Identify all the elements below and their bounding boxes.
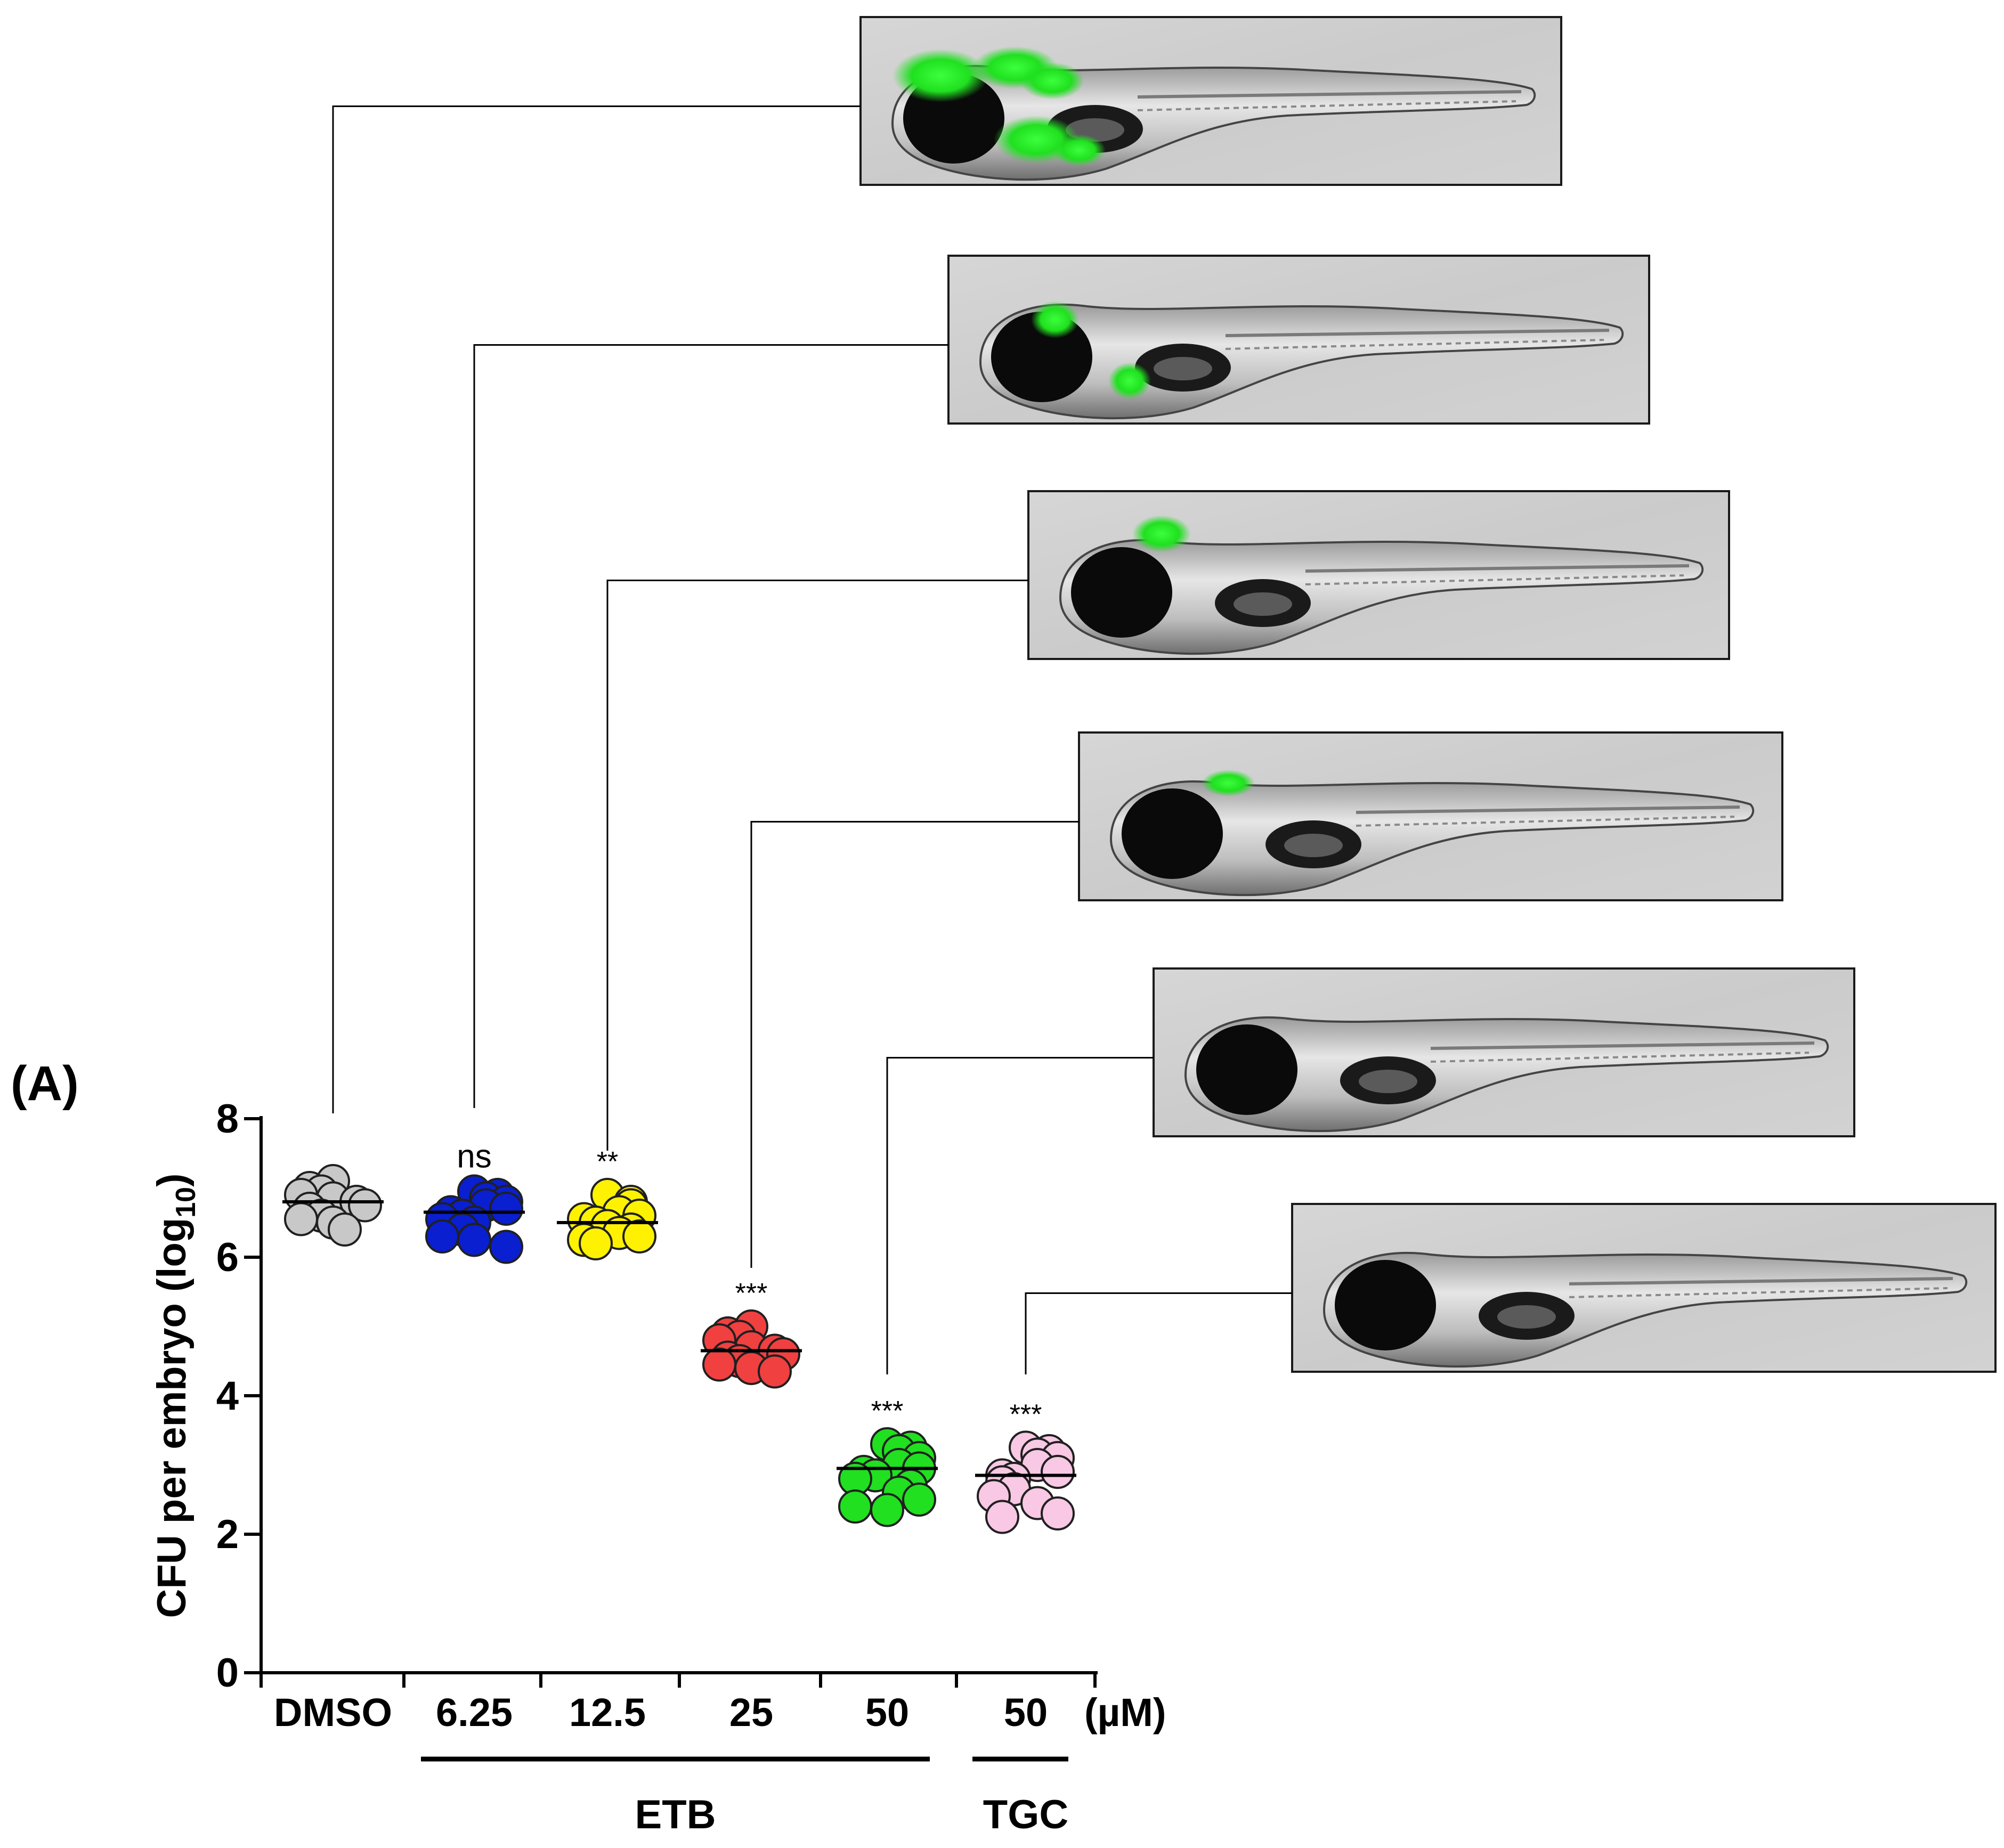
significance-label: ns <box>457 1138 491 1175</box>
zebrafish-embryo-etb-12.5 <box>1027 490 1730 660</box>
data-point <box>985 1500 1019 1534</box>
data-point <box>622 1219 656 1253</box>
zebrafish-embryo-etb-6.25 <box>947 255 1650 425</box>
group-bars: ETB TGC <box>421 1756 1068 1837</box>
data-point <box>284 1202 318 1236</box>
data-point <box>1041 1496 1075 1530</box>
fluorescence-spot <box>1132 515 1191 552</box>
data-point <box>870 1493 904 1527</box>
y-axis-label-sub: 10 <box>171 1187 201 1218</box>
y-tick-label: 0 <box>216 1650 239 1696</box>
data-point <box>457 1223 491 1257</box>
significance-label: *** <box>871 1396 904 1427</box>
embryo-images <box>859 16 1997 1373</box>
group-label: ETB <box>635 1792 716 1837</box>
data-point <box>902 1483 936 1517</box>
category-label: 12.5 <box>569 1690 646 1735</box>
data-point <box>1041 1455 1075 1489</box>
zebrafish-embryo-tgc-50 <box>1291 1203 1997 1373</box>
connector-line <box>886 1057 1154 1374</box>
fluorescence-spot <box>1052 134 1106 166</box>
fluorescence-spot <box>1202 770 1255 796</box>
y-tick-label: 2 <box>216 1512 239 1557</box>
significance-label: *** <box>1010 1399 1042 1430</box>
category-label: 25 <box>729 1690 773 1735</box>
group-label: TGC <box>983 1792 1068 1837</box>
significance-label: *** <box>735 1278 768 1309</box>
y-tick-label: 8 <box>216 1096 239 1142</box>
chart-axes: 0 2 4 6 8 <box>216 1096 1098 1696</box>
connector-line <box>473 344 948 1108</box>
data-points <box>284 1164 1075 1534</box>
data-point <box>328 1212 362 1247</box>
connector-line <box>1025 1292 1292 1374</box>
x-ticks <box>259 1673 1097 1688</box>
y-axis-label-end: ) <box>149 1174 194 1187</box>
data-point <box>579 1226 613 1260</box>
fluorescence-spot <box>1108 362 1151 400</box>
y-axis-label-main: CFU per embryo (log <box>149 1218 194 1618</box>
y-tick-label: 4 <box>216 1373 239 1419</box>
data-point <box>425 1219 459 1253</box>
zebrafish-embryo-etb-50 <box>1153 967 1855 1137</box>
data-point <box>838 1489 872 1524</box>
connector-lines <box>332 105 1292 1374</box>
fluorescence-spot <box>1020 62 1084 100</box>
data-point <box>348 1188 382 1223</box>
data-point <box>702 1347 736 1382</box>
category-label: 6.25 <box>436 1690 513 1735</box>
fluorescence-spot <box>1031 301 1079 338</box>
data-point <box>489 1192 523 1226</box>
significance-labels: ns ******** *** <box>457 1138 1042 1430</box>
category-label: 50 <box>1004 1690 1048 1735</box>
panel-label: (A) <box>11 1056 79 1111</box>
unit-label: (µM) <box>1084 1690 1166 1735</box>
y-tick-label: 6 <box>216 1235 239 1280</box>
connector-line <box>332 105 861 1113</box>
y-ticks: 0 2 4 6 8 <box>216 1096 261 1696</box>
category-label: 50 <box>865 1690 909 1735</box>
significance-label: ** <box>597 1146 618 1177</box>
fluorescence-spot <box>893 49 988 102</box>
zebrafish-embryo-etb-25 <box>1078 731 1783 901</box>
zebrafish-embryo-dmso <box>859 16 1562 186</box>
connector-line <box>606 580 1028 1151</box>
y-axis-label: CFU per embryo (log10) <box>149 1174 201 1618</box>
mean-lines <box>282 1200 1076 1477</box>
data-point <box>489 1230 523 1264</box>
category-label: DMSO <box>274 1690 392 1735</box>
data-point <box>758 1354 792 1389</box>
connector-line <box>750 821 1079 1268</box>
category-labels: DMSO 6.25 12.5 25 50 50 <box>274 1690 1048 1735</box>
